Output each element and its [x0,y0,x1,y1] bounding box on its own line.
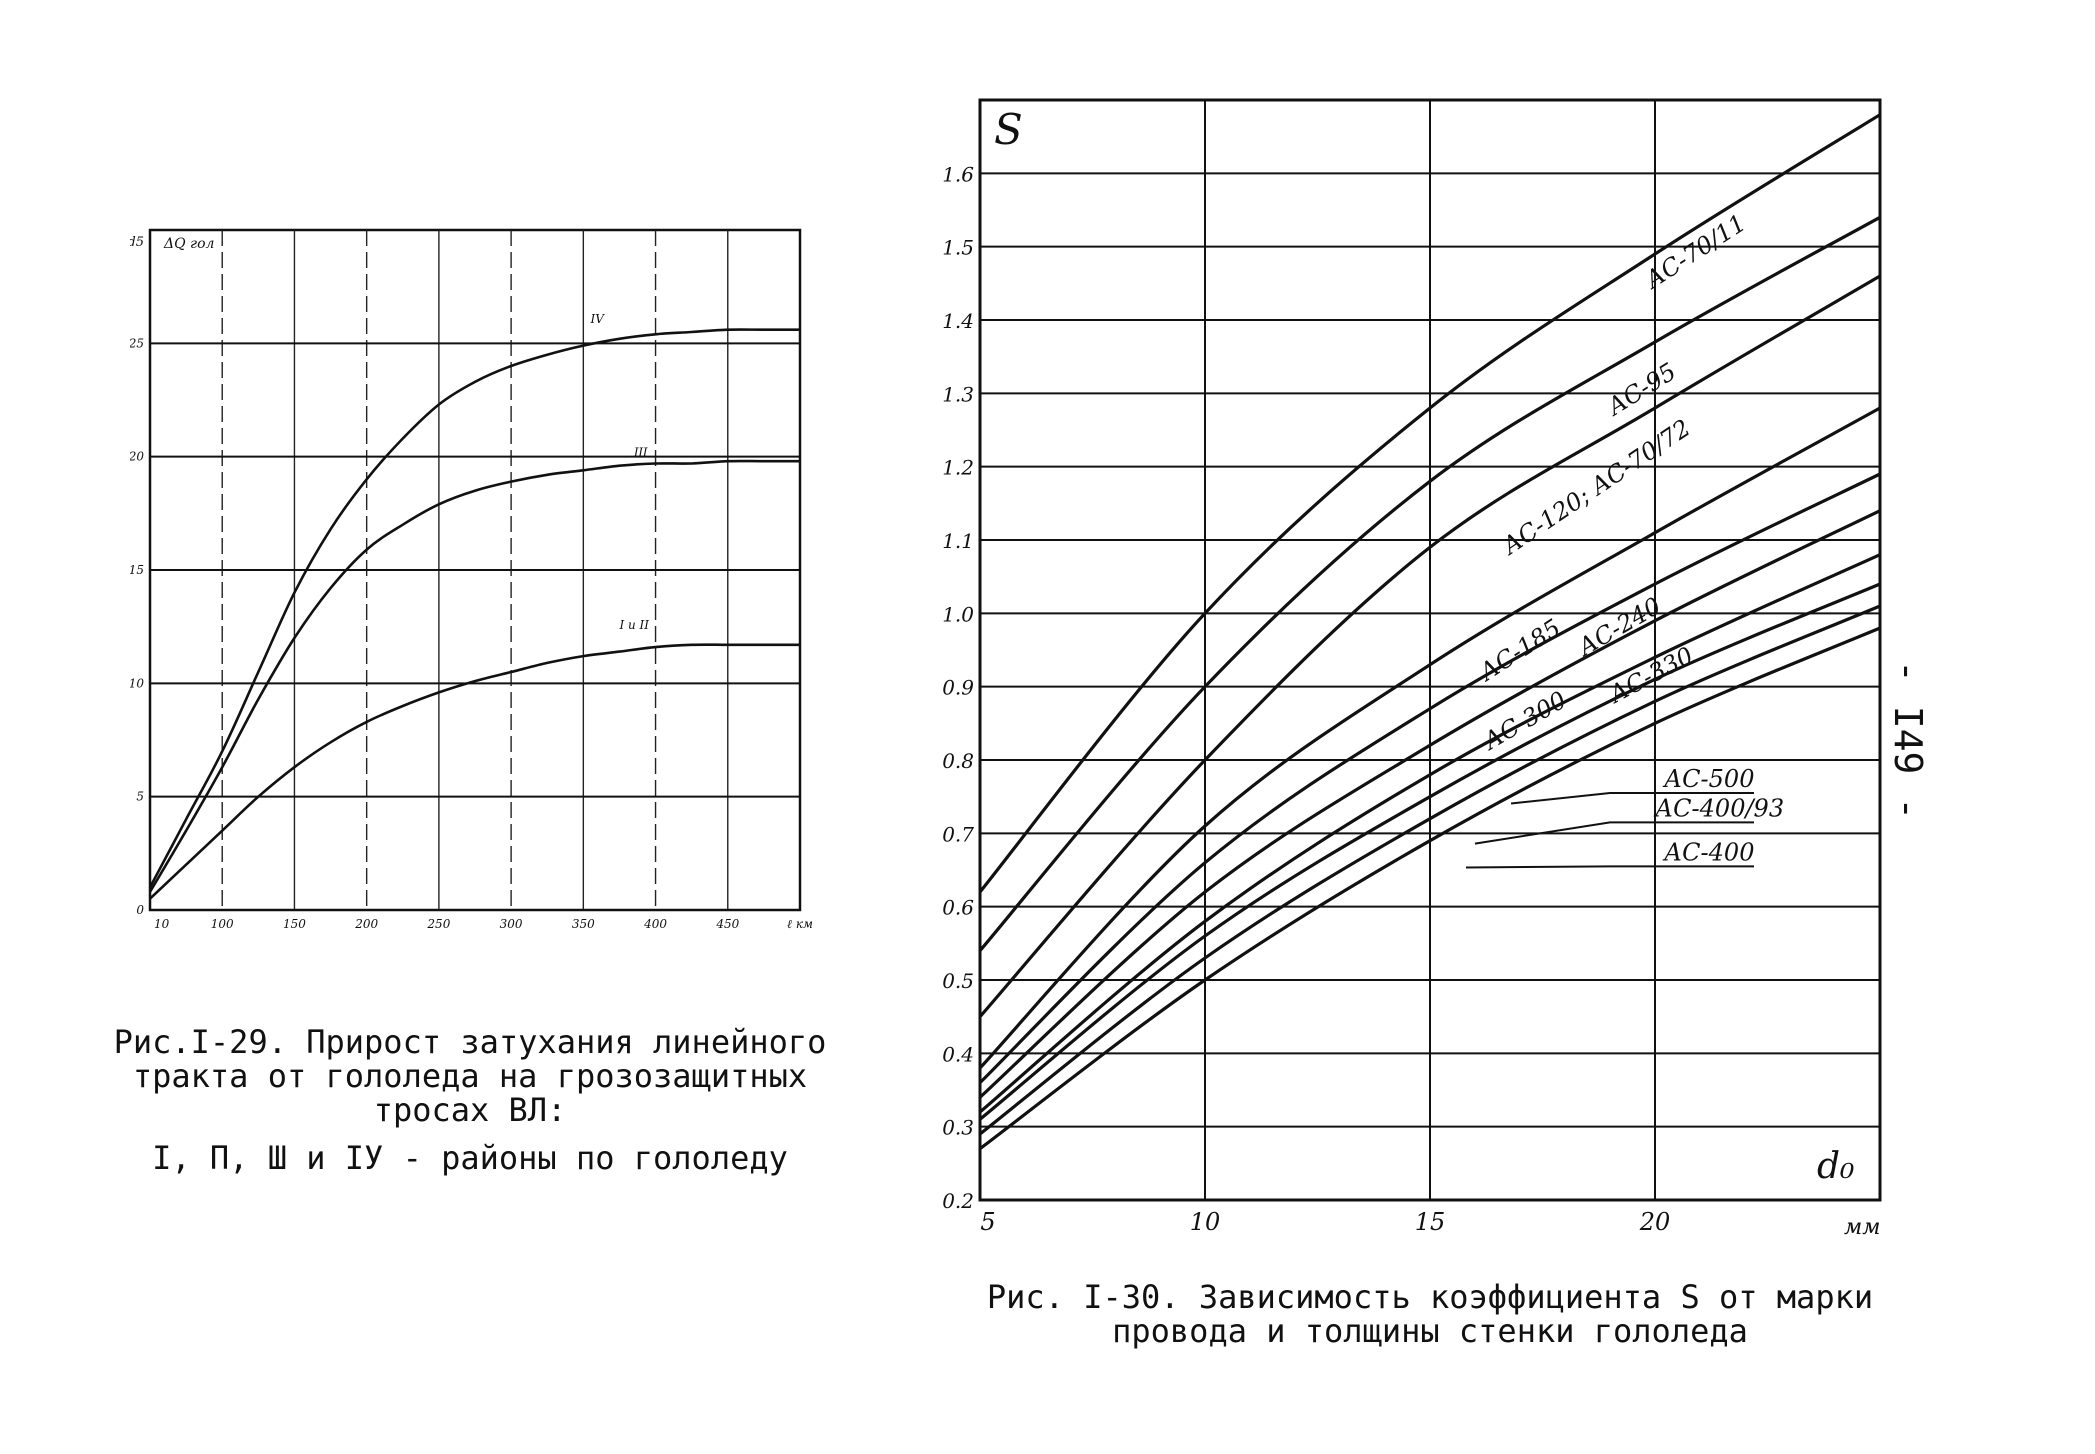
y-tick-label: 0.7 [942,822,974,846]
series-line [979,604,1881,1136]
x-tick-label: 300 [500,917,523,931]
y-tick-label: 20 [130,450,144,464]
y-tick-label: 1.6 [942,162,974,186]
y-tick-label: 0.5 [942,969,974,993]
curve-label: Ш [633,446,648,460]
page-number: - I49 - [1886,660,1930,821]
y-tick-label: 1.3 [942,382,974,406]
x-tick-label: 15 [1415,1208,1446,1236]
y-tick-label: 1.0 [942,602,974,626]
series-label: АС-400/93 [1653,794,1784,822]
leader-line [1465,865,1754,869]
x-tick-label: 150 [283,917,306,931]
y-tick-label: 15 [130,563,144,577]
y-tick-label: 1.5 [942,236,974,260]
series-line [978,406,1881,1070]
y-tick-label: 0 [136,903,144,917]
y-tick-label: 25 [130,336,144,350]
x-unit-label: мм [1844,1215,1880,1240]
x-tick-label: 10 [154,917,170,931]
y-axis-label: ΔQ гол [163,236,214,252]
series-label: АС-400 [1662,838,1754,866]
chart-i29: 0 5 10 15 20 25 d5 ΔQ гол 10 100 150 200 250 300 350 40… [130,228,813,931]
series-line [978,553,1881,1114]
y-tick-label: 0.8 [942,749,974,773]
y-tick-label: d5 [130,235,144,250]
y-tick-label: 1.2 [942,456,974,480]
x-tick-label: 10 [1190,1208,1221,1236]
series-line [148,328,800,888]
caption-i29-legend: I, П, Ш и IУ - районы по гололеду [152,1139,788,1177]
y-axis-label: S [994,105,1023,154]
y-tick-label: 5 [136,790,144,804]
x-tick-label: 100 [211,917,234,931]
y-tick-label: 1.1 [942,529,974,553]
y-tick-label: 1.4 [942,309,974,333]
series-label: АС-500 [1662,765,1754,793]
x-tick-label: 5 [980,1208,995,1236]
y-tick-label: 10 [130,676,144,690]
series-line [978,215,1881,952]
curve-label: I и II [618,618,649,632]
x-tick-label: 400 [643,917,667,931]
x-tick-label: 200 [354,917,378,931]
x-tick-label: 20 [1639,1208,1671,1236]
series-line [149,643,800,900]
y-tick-label: 0.6 [942,896,974,920]
curve-label: IV [590,312,606,326]
x-tick-label: 250 [426,917,450,931]
y-tick-label: 0.3 [942,1116,974,1140]
x-axis-label: d₀ [1817,1146,1854,1187]
x-tick-label: 350 [572,917,595,931]
series-line [148,459,800,893]
series-line [979,626,1881,1150]
series-line [978,582,1881,1121]
caption-fig-i30: Рис. I-30. Зависимость коэффициента S от… [986,1278,1874,1350]
caption-i29-title: Рис.I-29. Прирост затухания линейного тр… [113,1023,827,1129]
caption-fig-i29: Рис.I-29. Прирост затухания линейного тр… [90,1025,850,1175]
x-tick-label: ℓ км [787,917,813,931]
series-line [978,113,1881,894]
y-tick-label: 0.9 [942,676,974,700]
leader-line [1474,821,1754,845]
y-tick-label: 0.4 [942,1042,974,1066]
leader-line [1510,792,1754,805]
chart-i30: 0.2 0.3 0.4 0.5 0.6 0.7 0.8 0.9 1.0 1.1 1.2 1.3 1.4 1… [942,98,1882,1240]
y-tick-label: 0.2 [942,1189,974,1213]
x-tick-label: 450 [715,917,739,931]
series-line [978,472,1881,1084]
series-line [978,274,1881,1018]
series-line [978,509,1881,1099]
